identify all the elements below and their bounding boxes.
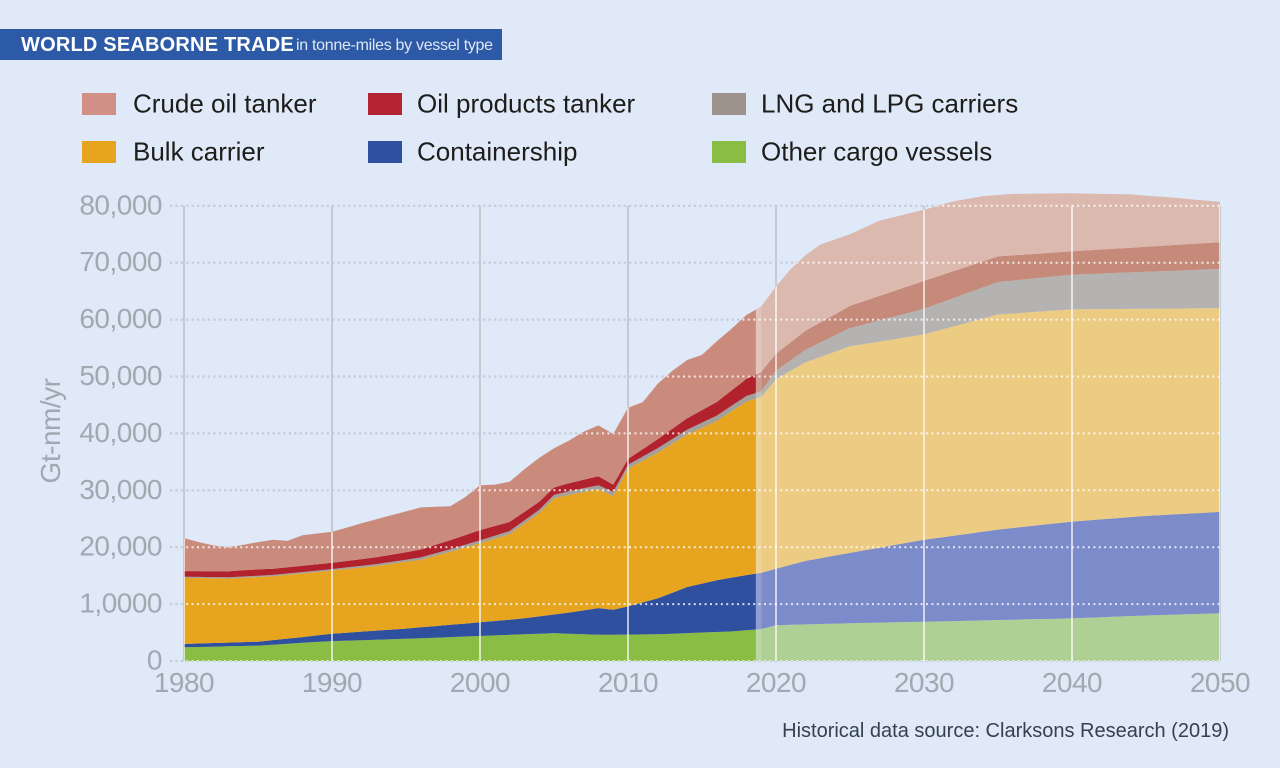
svg-text:30,000: 30,000 [79, 474, 162, 505]
svg-text:2020: 2020 [746, 667, 806, 698]
svg-text:80,000: 80,000 [79, 189, 162, 220]
svg-text:Containership: Containership [417, 137, 577, 167]
svg-text:60,000: 60,000 [79, 303, 162, 334]
svg-text:20,000: 20,000 [79, 531, 162, 562]
svg-text:Gt-nm/yr: Gt-nm/yr [35, 378, 66, 483]
svg-text:2010: 2010 [598, 667, 658, 698]
svg-text:40,000: 40,000 [79, 417, 162, 448]
svg-text:50,000: 50,000 [79, 360, 162, 391]
svg-text:2040: 2040 [1042, 667, 1102, 698]
svg-text:2050: 2050 [1190, 667, 1250, 698]
svg-text:2030: 2030 [894, 667, 954, 698]
svg-text:1990: 1990 [302, 667, 362, 698]
svg-text:0: 0 [147, 645, 162, 676]
svg-text:Bulk carrier: Bulk carrier [133, 137, 265, 167]
svg-text:Other cargo vessels: Other cargo vessels [761, 137, 992, 167]
svg-text:LNG and LPG carriers: LNG and LPG carriers [761, 89, 1018, 119]
svg-text:in tonne-miles by vessel type: in tonne-miles by vessel type [296, 37, 493, 54]
svg-text:1980: 1980 [154, 667, 214, 698]
svg-text:1,0000: 1,0000 [79, 588, 162, 619]
svg-text:WORLD SEABORNE TRADE: WORLD SEABORNE TRADE [21, 34, 294, 56]
svg-text:Historical data source: Clarks: Historical data source: Clarksons Resear… [782, 720, 1229, 742]
svg-text:Crude oil tanker: Crude oil tanker [133, 89, 317, 119]
svg-text:Oil products tanker: Oil products tanker [417, 89, 636, 119]
svg-text:70,000: 70,000 [79, 246, 162, 277]
svg-text:2000: 2000 [450, 667, 510, 698]
